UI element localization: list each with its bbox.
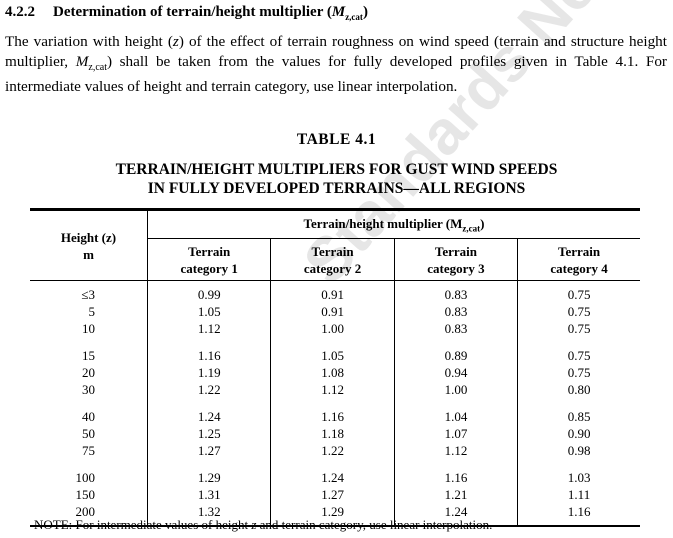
multiplier-cell: 0.98 [517, 442, 640, 464]
multiplier-cell: 0.83 [393, 303, 518, 320]
height-cell: 200 [30, 503, 148, 526]
multiplier-cell: 1.16 [517, 503, 640, 526]
multiplier-cell: 0.83 [393, 320, 518, 342]
multiplier-cell: 0.89 [393, 342, 518, 364]
table-row: 20 1.19 1.08 0.94 0.75 [30, 364, 640, 381]
table-row: 200 1.32 1.29 1.24 1.16 [30, 503, 640, 526]
multiplier-cell: 0.99 [197, 287, 221, 302]
table-row: 15 1.16 1.05 0.89 0.75 [30, 342, 640, 364]
multiplier-cell: 1.22 [197, 382, 221, 397]
multiplier-cell: 0.91 [270, 280, 395, 303]
category-header-1: Terrain category 1 [147, 238, 271, 281]
multiplier-cell: 1.24 [393, 503, 518, 526]
multiplier-cell: 1.03 [517, 464, 640, 486]
table-row: 100 1.29 1.24 1.16 1.03 [30, 464, 640, 486]
section-title: Determination of terrain/height multipli… [53, 4, 368, 22]
height-cell: ≤3 [30, 280, 148, 303]
table-row: 30 1.22 1.12 1.00 0.80 [30, 381, 640, 403]
table-note: NOTE: For intermediate values of height … [34, 517, 493, 532]
multiplier-cell: 1.25 [197, 426, 221, 441]
table-row: 10 1.12 1.00 0.83 0.75 [30, 320, 640, 342]
multiplier-cell: 1.00 [270, 320, 395, 342]
height-cell: 40 [30, 403, 148, 425]
multiplier-cell: 1.27 [270, 486, 395, 503]
multiplier-cell: 0.90 [517, 425, 640, 442]
section-heading: 4.2.2 Determination of terrain/height mu… [5, 4, 368, 22]
table-title: TABLE 4.1 [296, 131, 377, 148]
multiplier-cell: 1.07 [393, 425, 518, 442]
table-row: 50 1.25 1.18 1.07 0.90 [30, 425, 640, 442]
multiplier-cell: 1.05 [197, 304, 221, 319]
multiplier-cell: 1.11 [517, 486, 640, 503]
category-header-4: Terrain category 4 [517, 238, 640, 281]
multiplier-cell: 1.27 [197, 443, 221, 458]
multiplier-cell: 0.75 [517, 364, 640, 381]
multiplier-cell: 1.00 [393, 381, 518, 403]
multiplier-cell: 1.16 [393, 464, 518, 486]
height-cell: 50 [30, 425, 148, 442]
multiplier-cell: 1.29 [270, 503, 395, 526]
multiplier-cell: 1.19 [197, 365, 221, 380]
height-cell: 75 [30, 442, 148, 464]
table-row: ≤3 0.99 0.91 0.83 0.75 [30, 280, 640, 303]
multiplier-cell: 0.75 [517, 303, 640, 320]
multiplier-cell: 0.75 [517, 320, 640, 342]
height-cell: 10 [30, 320, 148, 342]
multiplier-cell: 0.80 [517, 381, 640, 403]
height-cell: 30 [30, 381, 148, 403]
multiplier-cell: 1.16 [270, 403, 395, 425]
terrain-height-multiplier-table: Height (z) m Terrain/height multiplier (… [30, 208, 640, 528]
table-row: 150 1.31 1.27 1.21 1.11 [30, 486, 640, 503]
table-row: 40 1.24 1.16 1.04 0.85 [30, 403, 640, 425]
multiplier-cell: 1.16 [197, 348, 221, 363]
body-paragraph: The variation with height (z) of the eff… [5, 33, 667, 96]
multiplier-cell: 0.75 [517, 280, 640, 303]
multiplier-cell: 1.04 [393, 403, 518, 425]
multiplier-span-header: Terrain/height multiplier (Mz,cat) [147, 211, 640, 239]
multiplier-cell: 1.18 [270, 425, 395, 442]
multiplier-cell: 1.12 [197, 321, 221, 336]
height-cell: 100 [30, 464, 148, 486]
multiplier-cell: 0.83 [393, 280, 518, 303]
height-cell: 15 [30, 342, 148, 364]
category-header-2: Terrain category 2 [270, 238, 395, 281]
multiplier-cell: 1.29 [197, 470, 221, 485]
multiplier-cell: 0.75 [517, 342, 640, 364]
height-cell: 150 [30, 486, 148, 503]
multiplier-cell: 1.12 [393, 442, 518, 464]
table-caption: TERRAIN/HEIGHT MULTIPLIERS FOR GUST WIND… [115, 161, 558, 197]
multiplier-cell: 1.08 [270, 364, 395, 381]
multiplier-cell: 1.12 [270, 381, 395, 403]
multiplier-cell: 1.22 [270, 442, 395, 464]
multiplier-cell: 0.91 [270, 303, 395, 320]
table-row: 75 1.27 1.22 1.12 0.98 [30, 442, 640, 464]
height-cell: 5 [30, 303, 148, 320]
multiplier-cell: 1.31 [197, 487, 221, 502]
multiplier-cell: 0.94 [393, 364, 518, 381]
multiplier-cell: 1.24 [270, 464, 395, 486]
height-cell: 20 [30, 364, 148, 381]
category-header-3: Terrain category 3 [393, 238, 518, 281]
multiplier-cell: 1.24 [197, 409, 221, 424]
multiplier-cell: 1.32 [197, 504, 221, 519]
multiplier-cell: 1.05 [270, 342, 395, 364]
multiplier-cell: 1.21 [393, 486, 518, 503]
height-column-header: Height (z) m [30, 211, 148, 281]
section-number: 4.2.2 [5, 4, 35, 20]
table-row: 5 1.05 0.91 0.83 0.75 [30, 303, 640, 320]
multiplier-cell: 0.85 [517, 403, 640, 425]
